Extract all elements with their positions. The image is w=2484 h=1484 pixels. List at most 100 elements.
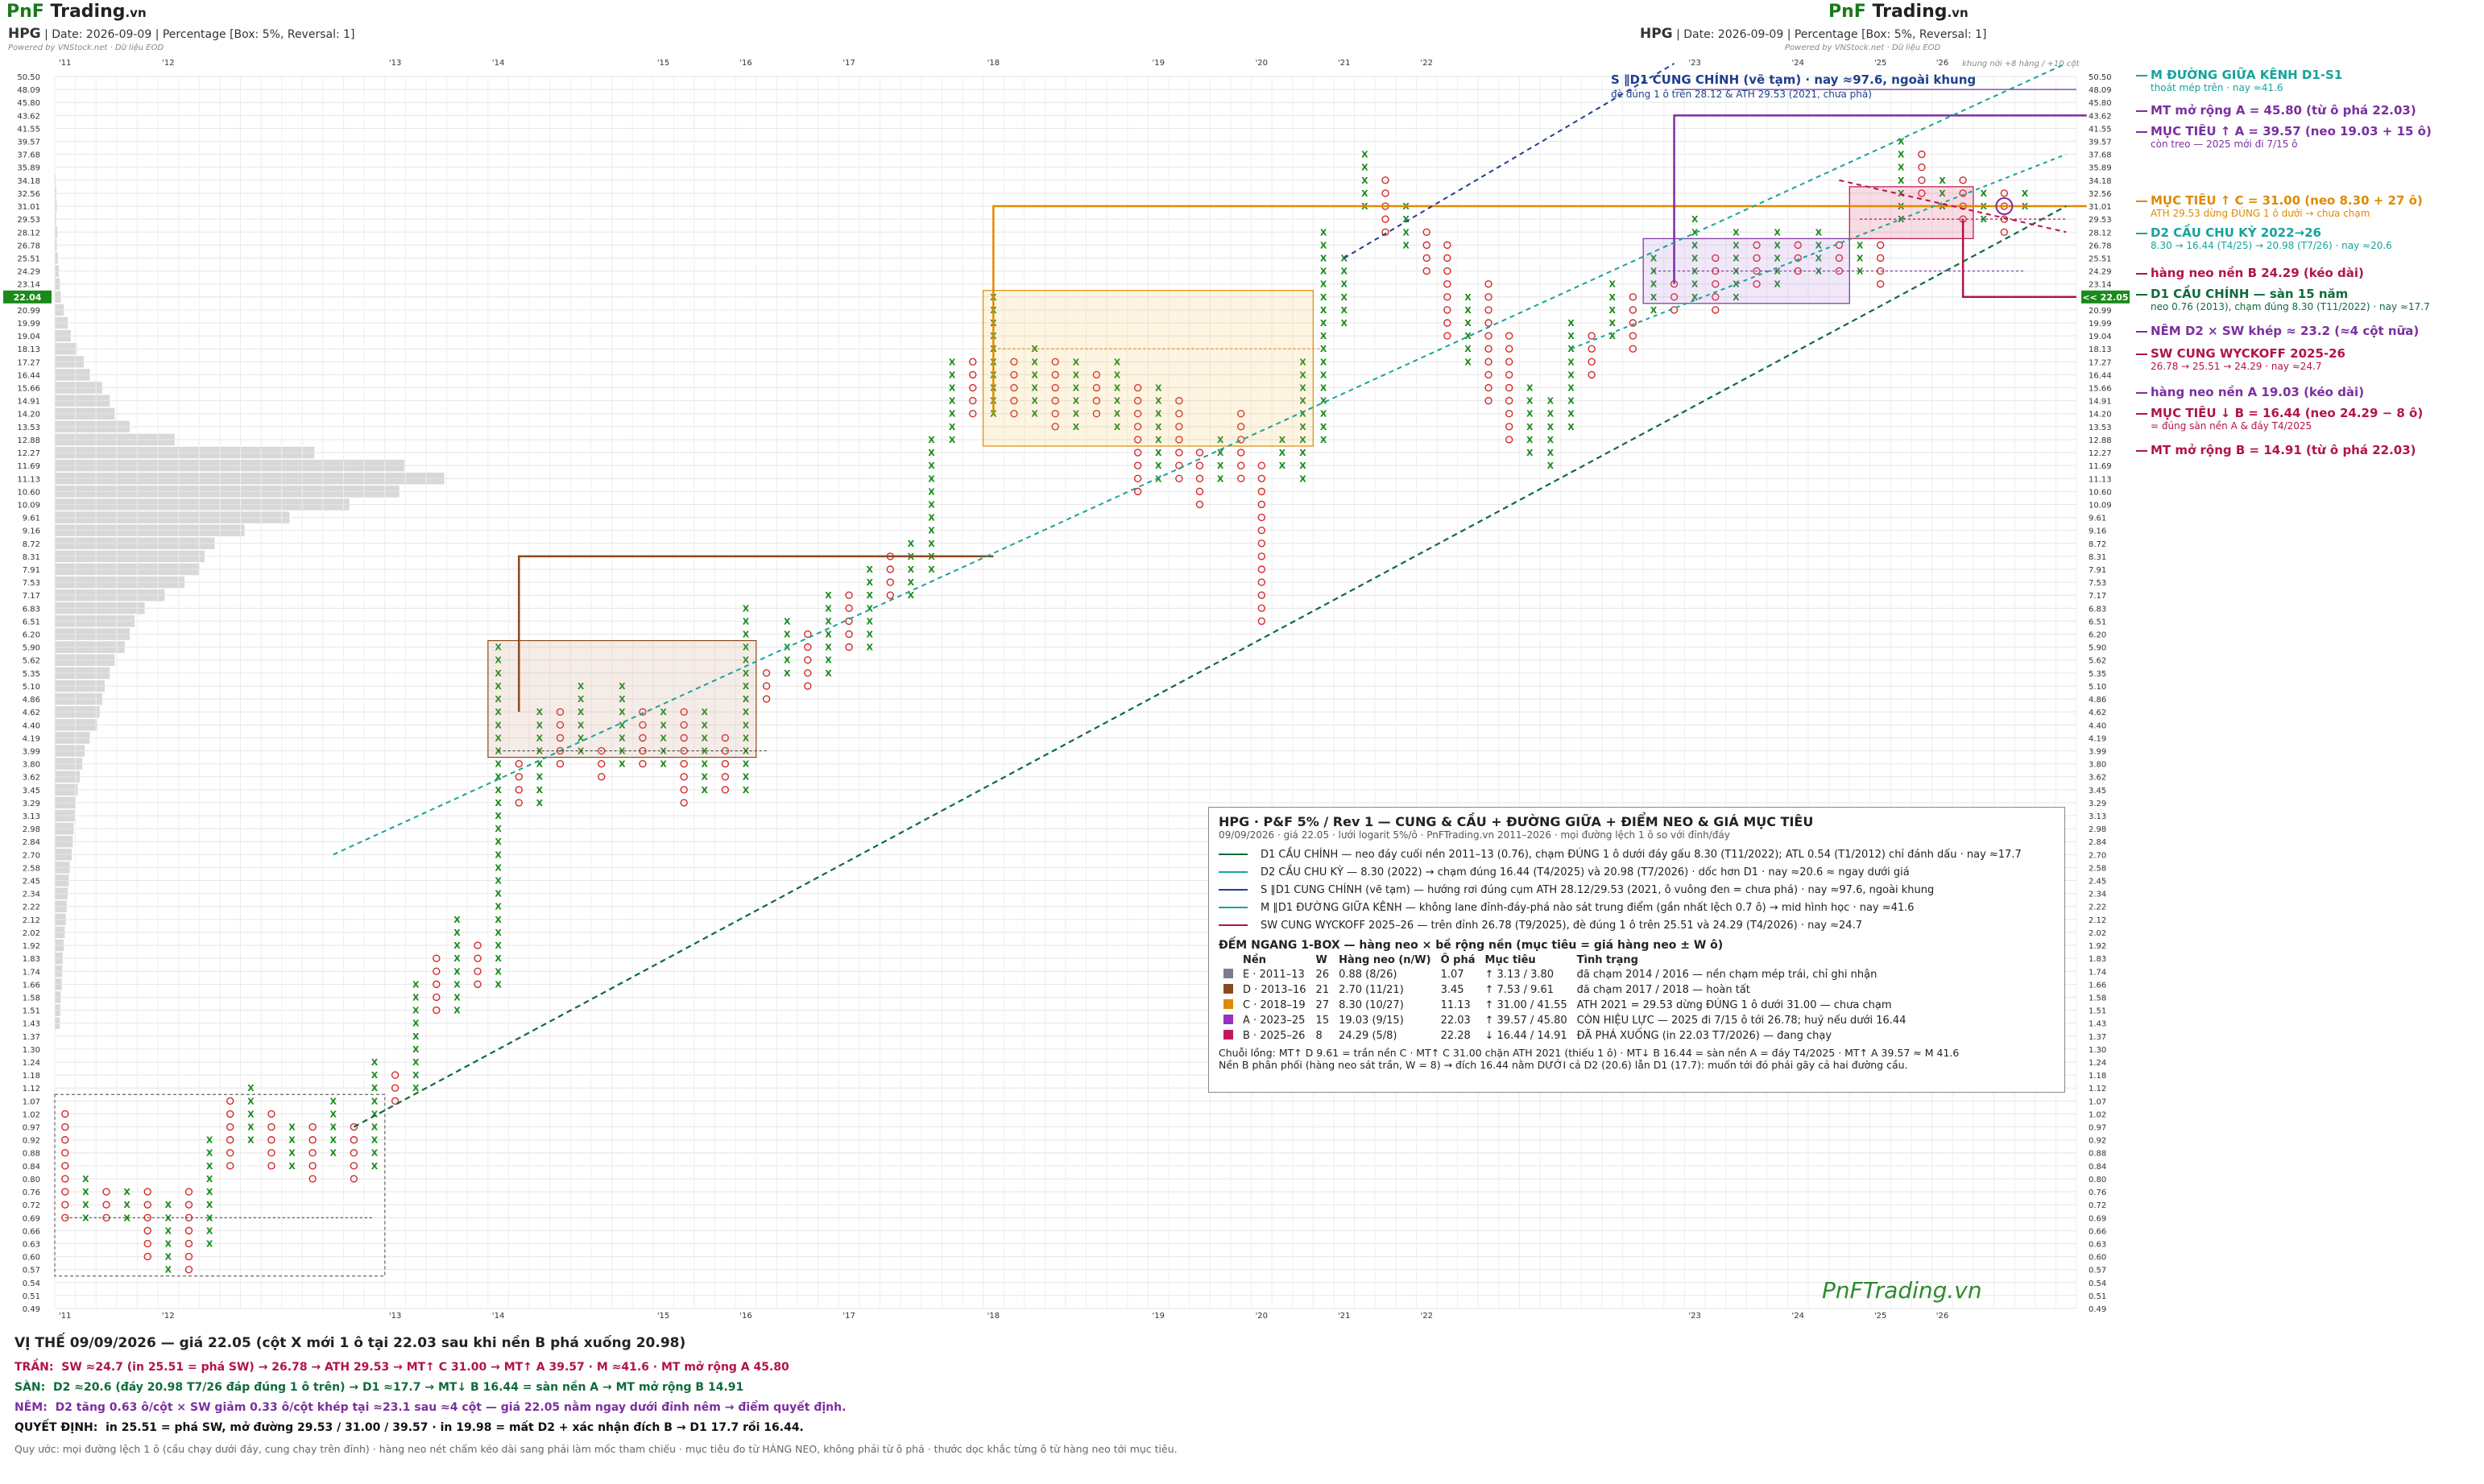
pnf-o: [721, 759, 730, 768]
pnf-x: X: [1815, 240, 1823, 250]
pnf-x: X: [371, 1096, 379, 1106]
pnf-o: [680, 759, 688, 768]
pnf-x: X: [1650, 292, 1658, 303]
pnf-o: [969, 383, 977, 392]
pnf-x: X: [412, 1057, 420, 1068]
y-tick-right: 14.91: [2089, 398, 2112, 407]
pnf-o: [1133, 449, 1142, 457]
pnf-x: X: [1320, 383, 1327, 394]
pnf-o: [143, 1239, 151, 1248]
target-a: [1673, 114, 2087, 284]
pnf-o: [886, 591, 894, 599]
y-tick-right: 23.14: [2089, 281, 2112, 290]
pnf-x: X: [1320, 253, 1327, 263]
table-cell: ↑ 39.57 / 45.80: [1484, 1015, 1567, 1027]
pnf-x: X: [1733, 253, 1740, 263]
pnf-o: [1505, 358, 1513, 366]
pnf-x: X: [371, 1057, 379, 1068]
y-tick-right: 34.18: [2089, 177, 2112, 186]
y-tick-left: 0.80: [23, 1176, 40, 1184]
pnf-x: X: [1464, 331, 1472, 341]
y-tick-right: 3.80: [2089, 761, 2106, 770]
pnf-x: X: [1567, 331, 1575, 341]
pnf-o: [1876, 254, 1885, 262]
pnf-x: X: [453, 940, 461, 951]
pnf-o: [1257, 526, 1266, 535]
pnf-o: [350, 1149, 358, 1157]
pnf-x: X: [206, 1200, 213, 1210]
pnf-x: X: [1279, 435, 1286, 445]
y-tick-right: 4.62: [2089, 709, 2106, 717]
pnf-x: X: [1217, 435, 1224, 445]
pnf-o: [1175, 396, 1183, 405]
count-table-header: Nền W Hàng neo (n/W) Ô phá Mục tiêu Tình trạn…: [1219, 953, 1911, 967]
pnf-x: X: [123, 1187, 130, 1197]
table-cell: ↓ 16.44 / 14.91: [1484, 1030, 1567, 1042]
annotation-2: MỤC TIÊU ↑ A = 39.57 (neo 19.03 + 15 ô) c…: [2151, 124, 2432, 151]
pnf-o: [1484, 306, 1492, 314]
pnf-x: X: [1691, 240, 1699, 250]
pnf-x: X: [1299, 435, 1306, 445]
y-tick-left: 0.57: [23, 1267, 40, 1275]
y-tick-left: 29.53: [17, 216, 40, 225]
y-tick-left: 7.53: [23, 579, 40, 588]
pnf-x: X: [928, 539, 935, 549]
pnf-o: [1257, 604, 1266, 613]
y-tick-right: 2.84: [2089, 838, 2106, 847]
pnf-x: X: [1608, 305, 1616, 316]
pnf-o: [61, 1188, 69, 1196]
x-tick-top: '17: [842, 59, 855, 68]
annotation-6: D1 CẦU CHÍNH — sàn 15 năm neo 0.76 (2013)…: [2151, 287, 2430, 313]
y-tick-right: 2.02: [2089, 929, 2106, 938]
pnf-o: [1484, 370, 1492, 379]
pnf-o: [1918, 150, 1926, 159]
y-tick-right: 16.44: [2089, 371, 2112, 380]
pnf-x: X: [495, 979, 502, 990]
pnf-o: [1484, 332, 1492, 340]
legend-text: D1 CẦU CHÍNH — neo đáy cuối nền 2011–13 …: [1261, 848, 2022, 861]
table-cell: 24.29 (5/8): [1339, 1030, 1397, 1042]
legend-row: D1 CẦU CHÍNH — neo đáy cuối nền 2011–13 …: [1219, 845, 2055, 863]
pnf-x: X: [1299, 473, 1306, 484]
pnf-x: X: [1114, 409, 1121, 420]
table-row: C · 2018–19 27 8.30 (10/27) 11.13 ↑ 31.00 / …: [1219, 998, 1911, 1013]
y-tick-right: 2.22: [2089, 903, 2106, 912]
pnf-o: [1588, 332, 1596, 340]
pnf-x: X: [1320, 267, 1327, 277]
x-tick-top: '21: [1338, 59, 1350, 68]
y-tick-left: 6.83: [23, 605, 40, 614]
annotation-arrow: [2136, 392, 2147, 394]
pnf-o: [1484, 396, 1492, 405]
pnf-x: X: [1567, 409, 1575, 420]
pnf-x: X: [123, 1213, 130, 1223]
pnf-x: X: [371, 1161, 379, 1172]
pnf-o: [598, 759, 606, 768]
pnf-x: X: [1547, 448, 1555, 458]
table-cell: ĐÃ PHÁ XUỐNG (in 22.03 T7/2026) — đang c…: [1576, 1030, 1832, 1042]
pnf-o: [143, 1252, 151, 1261]
pnf-x: X: [1857, 253, 1864, 263]
y-tick-left: 2.02: [23, 929, 40, 938]
pnf-x: X: [1526, 396, 1534, 407]
legend-note-1: Chuỗi lồng: MT↑ D 9.61 = trần nền C · MT…: [1219, 1047, 1960, 1059]
annotation-title: hàng neo nền A 19.03 (kéo dài): [2151, 385, 2365, 399]
pnf-x: X: [1341, 292, 1348, 303]
x-tick-bottom: '18: [987, 1312, 1000, 1321]
line-sw: [1839, 179, 2067, 234]
pnf-o: [1588, 358, 1596, 366]
pnf-o: [1195, 461, 1204, 469]
pnf-x: X: [1114, 383, 1121, 394]
pnf-o: [1443, 241, 1451, 250]
pnf-o: [680, 708, 688, 716]
pnf-o: [226, 1149, 234, 1157]
table-header-cell: Mục tiêu: [1484, 954, 1536, 966]
table-cell: 1.07: [1440, 969, 1464, 981]
pnf-x: X: [1031, 370, 1038, 380]
y-tick-left: 0.54: [23, 1279, 40, 1288]
pnf-o: [845, 604, 853, 613]
y-tick-left: 4.86: [23, 696, 40, 705]
annotation-arrow: [2136, 450, 2147, 452]
legend-row: D2 CẦU CHU KỲ — 8.30 (2022) → chạm đúng …: [1219, 863, 2055, 881]
pnf-o: [1959, 189, 1967, 197]
table-cell: 0.88 (8/26): [1339, 969, 1397, 981]
